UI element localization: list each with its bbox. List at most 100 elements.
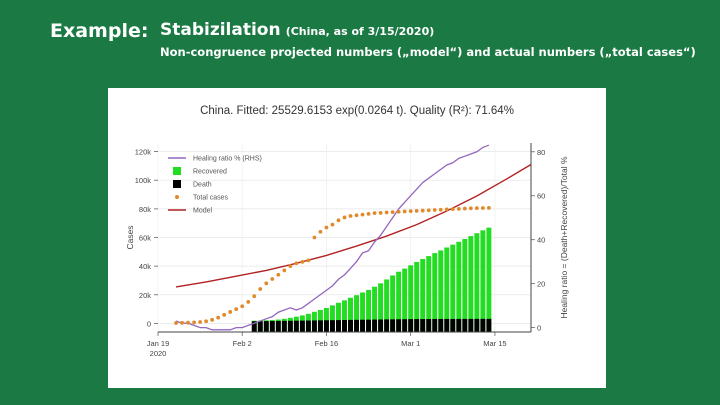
total-cases-point bbox=[402, 209, 407, 214]
legend-label: Total cases bbox=[193, 195, 229, 202]
total-cases-point bbox=[204, 319, 209, 324]
recovered-bar bbox=[444, 247, 450, 332]
x-tick-sublabel: 2020 bbox=[150, 349, 167, 358]
death-bar bbox=[360, 319, 366, 332]
total-cases-point bbox=[354, 213, 359, 218]
y-axis-label: Cases bbox=[125, 225, 135, 249]
total-cases-point bbox=[318, 229, 323, 234]
total-cases-point bbox=[210, 317, 215, 322]
recovered-bar bbox=[438, 250, 444, 332]
recovered-bar bbox=[474, 233, 480, 332]
lines bbox=[175, 144, 532, 331]
total-cases-point bbox=[270, 277, 275, 281]
y-tick-label: 0 bbox=[147, 319, 151, 328]
total-cases-point bbox=[192, 320, 196, 325]
legend-label: Death bbox=[193, 182, 212, 189]
slide-title: Stabizilation (China, as of 3/15/2020) bbox=[160, 20, 434, 40]
legend-swatch-box bbox=[173, 167, 181, 175]
death-bar bbox=[486, 318, 492, 332]
total-cases-point bbox=[294, 261, 299, 266]
recovered-bar bbox=[462, 238, 468, 332]
death-bar bbox=[299, 320, 305, 332]
slide-subtitle: Non-congruence projected numbers („model… bbox=[160, 45, 696, 59]
death-bar bbox=[378, 319, 384, 332]
death-bar bbox=[456, 318, 462, 332]
death-bar bbox=[305, 320, 311, 332]
total-cases-point bbox=[234, 307, 239, 311]
recovered-bar bbox=[330, 305, 335, 332]
death-bar bbox=[269, 321, 275, 332]
total-cases-point bbox=[468, 206, 473, 211]
total-cases-point bbox=[384, 210, 389, 215]
y2-tick-label: 80 bbox=[537, 148, 545, 157]
slide-label: Example: bbox=[50, 20, 149, 42]
total-cases-point bbox=[258, 287, 263, 291]
death-bar bbox=[390, 319, 396, 332]
total-cases-point bbox=[306, 258, 311, 263]
total-cases-point bbox=[186, 320, 190, 325]
death-bar bbox=[480, 318, 486, 332]
total-cases-point bbox=[252, 294, 257, 299]
chart-panel: 0 20k 40k 60k 80k 100k 120k Jan 19 Feb 2 Feb 16 Ma… bbox=[108, 88, 606, 388]
total-cases-point bbox=[408, 209, 413, 214]
recovered-bar bbox=[366, 289, 372, 332]
y-tick-label: 80k bbox=[139, 205, 151, 214]
death-bar bbox=[257, 321, 263, 332]
recovered-bar bbox=[420, 258, 426, 332]
total-cases-point bbox=[444, 207, 449, 212]
total-cases-point bbox=[414, 208, 419, 213]
death-bar bbox=[372, 319, 378, 332]
death-bar bbox=[293, 320, 299, 332]
y2-tick-label: 20 bbox=[537, 280, 545, 289]
death-bar bbox=[330, 320, 335, 332]
death-bar bbox=[275, 320, 281, 332]
death-bar bbox=[336, 320, 341, 332]
x-tick-label: Feb 16 bbox=[315, 339, 338, 348]
death-bar bbox=[408, 319, 414, 332]
recovered-bar bbox=[360, 292, 366, 332]
total-cases-point bbox=[378, 210, 383, 215]
total-cases-point bbox=[228, 310, 233, 314]
total-cases-point bbox=[474, 206, 479, 211]
death-bar bbox=[384, 319, 390, 332]
total-cases-point bbox=[246, 300, 251, 304]
healing-ratio-line bbox=[175, 144, 490, 331]
y-tick-label: 40k bbox=[139, 262, 151, 271]
death-bar bbox=[426, 318, 432, 332]
total-cases-point bbox=[462, 206, 467, 211]
total-cases-point bbox=[198, 320, 203, 324]
total-cases-point bbox=[312, 235, 317, 240]
recovered-bar bbox=[426, 256, 432, 332]
recovered-bar bbox=[450, 244, 456, 332]
death-bar bbox=[251, 321, 257, 332]
death-bar bbox=[317, 320, 323, 332]
total-cases-point bbox=[420, 208, 425, 213]
recovered-bar bbox=[354, 295, 359, 332]
legend-swatch-box bbox=[173, 180, 181, 188]
death-bar bbox=[287, 320, 293, 332]
legend-label: Recovered bbox=[193, 169, 227, 176]
total-cases-point bbox=[438, 207, 443, 212]
recovered-bar bbox=[408, 265, 414, 332]
total-cases-point bbox=[174, 321, 178, 325]
total-cases-point bbox=[396, 209, 401, 214]
total-cases-point bbox=[180, 320, 184, 325]
death-bar bbox=[402, 319, 408, 332]
death-bar bbox=[342, 320, 347, 332]
points bbox=[174, 205, 491, 325]
x-tick-label: Mar 1 bbox=[401, 339, 420, 348]
bars bbox=[251, 227, 492, 332]
recovered-bar bbox=[402, 268, 408, 332]
recovered-bar bbox=[468, 236, 474, 332]
recovered-bar bbox=[372, 286, 378, 332]
legend-label: Healing ratio % (RHS) bbox=[193, 156, 262, 163]
total-cases-point bbox=[216, 315, 221, 320]
model-line bbox=[175, 163, 532, 288]
recovered-bar bbox=[390, 275, 396, 332]
death-bar bbox=[420, 319, 426, 332]
chart-svg: 0 20k 40k 60k 80k 100k 120k Jan 19 Feb 2 Feb 16 Ma… bbox=[125, 105, 569, 358]
y2-tick-label: 0 bbox=[537, 324, 541, 333]
total-cases-point bbox=[282, 268, 287, 273]
death-bar bbox=[444, 318, 450, 332]
y-tick-label: 120k bbox=[135, 148, 152, 157]
